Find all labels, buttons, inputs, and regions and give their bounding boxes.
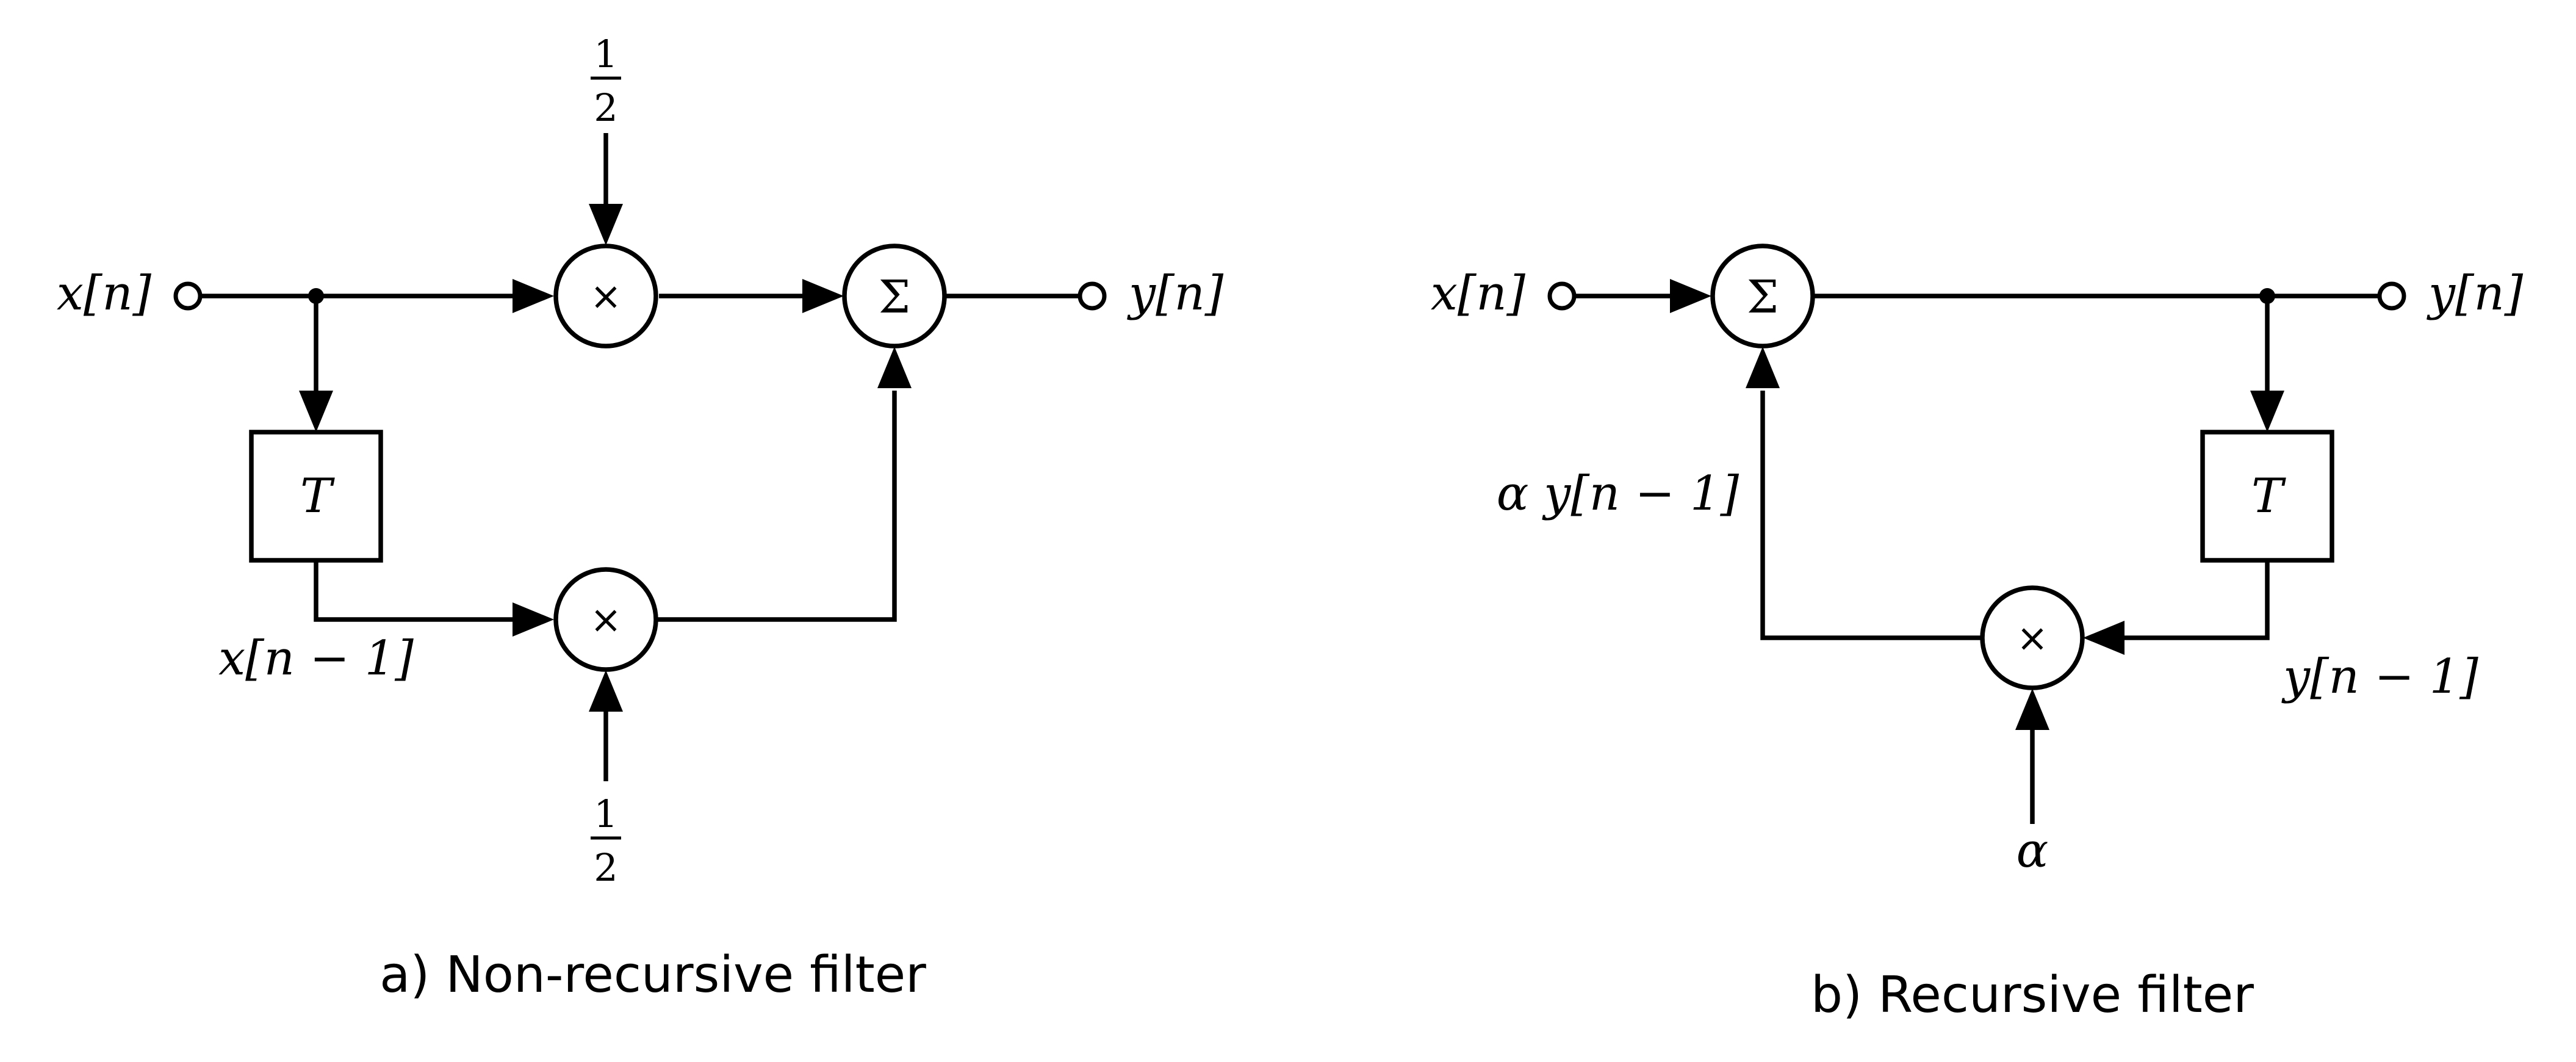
nr-delay-box-icon: [249, 430, 383, 563]
r-multiplier: ×: [1980, 585, 2085, 690]
nr-arrowhead-top-multiplier-top: [589, 204, 623, 245]
r-delay-box-icon: [2200, 430, 2334, 563]
nr-caption: a) Non-recursive filter: [380, 946, 926, 1004]
nr-top-multiplier: ×: [553, 244, 658, 349]
r-gain-label: α: [2017, 823, 2049, 878]
nr-output-terminal-icon: [1078, 281, 1107, 311]
nr-bottom-gain-fraction: 1 2: [591, 792, 621, 890]
r-delay-label: T: [2251, 469, 2286, 524]
nr-top-multiplier-symbol: ×: [590, 274, 622, 319]
nr-bottom-multiplier-circle-icon: [553, 567, 658, 672]
r-feedback-label: α y[n − 1]: [1497, 466, 1740, 521]
nr-arrowhead-adder-left: [802, 279, 844, 313]
nr-bottom-gain-numerator: 1: [594, 792, 617, 836]
recursive-filter-diagram: Σ × T x[n] y[n] α y[n − 1] y[n − 1] α b)…: [1431, 244, 2524, 1024]
nr-adder-circle-icon: [842, 244, 947, 349]
r-output-terminal-icon: [2377, 281, 2406, 311]
r-arrowhead-multiplier-right: [2083, 621, 2124, 655]
recursive-arrowheads: [1670, 279, 2284, 730]
r-delayed-output-label: y[n − 1]: [2281, 649, 2478, 704]
r-wire-multiplier-to-adder: [1760, 391, 1982, 640]
nr-bottom-gain-denominator: 2: [594, 845, 617, 890]
r-caption: b) Recursive filter: [1811, 966, 2254, 1024]
nr-delay-block: T: [249, 430, 383, 563]
nr-input-terminal-icon: [173, 281, 203, 311]
r-input-terminal-icon: [1547, 281, 1577, 311]
nr-top-multiplier-circle-icon: [553, 244, 658, 349]
nr-delay-label: T: [300, 469, 335, 524]
nr-top-gain-numerator: 1: [594, 32, 617, 76]
nr-arrowhead-top-multiplier-left: [513, 279, 554, 313]
r-delay-block: T: [2200, 430, 2334, 563]
r-wire-delay-to-multiplier: [2123, 560, 2270, 640]
r-input-label: x[n]: [1431, 266, 1526, 321]
nr-wire-bottom-multiplier-to-adder: [657, 391, 897, 622]
r-arrowhead-adder-left: [1670, 279, 1711, 313]
r-multiplier-symbol: ×: [2017, 616, 2048, 660]
nr-input-label: x[n]: [57, 266, 152, 321]
nr-wire-delay-to-bottom-multiplier: [314, 560, 517, 622]
nr-arrowhead-adder-bottom: [877, 347, 912, 388]
nr-top-gain-fraction: 1 2: [591, 32, 621, 130]
nr-output-label: y[n]: [1127, 266, 1224, 321]
nr-adder: Σ: [842, 244, 947, 349]
r-junction-dot-icon: [2259, 288, 2275, 304]
nr-bottom-multiplier: ×: [553, 567, 658, 672]
r-arrowhead-adder-bottom: [1746, 347, 1780, 388]
r-adder-symbol: Σ: [1747, 271, 1779, 323]
nr-arrowhead-delay-top: [299, 391, 333, 432]
r-adder: Σ: [1710, 244, 1815, 349]
nr-top-gain-denominator: 2: [594, 85, 617, 130]
r-multiplier-circle-icon: [1980, 585, 2085, 690]
nr-adder-symbol: Σ: [879, 271, 910, 323]
nr-junction-dot-icon: [308, 288, 324, 304]
r-arrowhead-delay-top: [2250, 391, 2284, 432]
nr-bottom-multiplier-symbol: ×: [590, 598, 622, 642]
nr-delayed-input-label: x[n − 1]: [218, 631, 414, 686]
nonrecursive-wires: [201, 133, 1080, 781]
recursive-wires: [1574, 294, 2380, 824]
r-arrowhead-multiplier-bottom: [2015, 688, 2049, 730]
r-adder-circle-icon: [1710, 244, 1815, 349]
nonrecursive-filter-diagram: × Σ × T x[n] y[n] x[n − 1] 1 2 1: [57, 32, 1224, 1004]
nr-arrowhead-bottom-multiplier-bottom: [589, 670, 623, 712]
nr-arrowhead-bottom-multiplier-left: [513, 602, 554, 637]
r-output-label: y[n]: [2427, 266, 2524, 321]
nonrecursive-arrowheads: [299, 204, 912, 712]
